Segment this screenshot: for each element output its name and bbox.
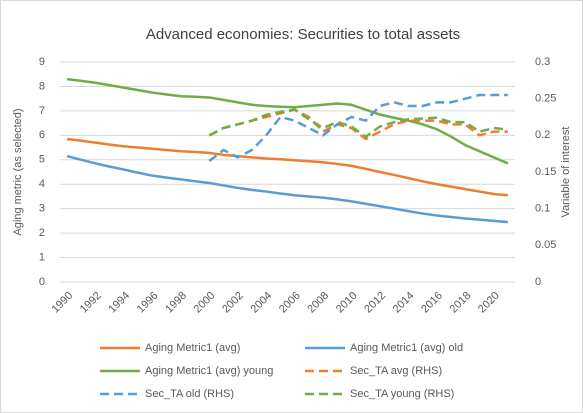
- legend-label: Aging Metric1 (avg): [145, 342, 240, 354]
- series-line: [208, 93, 508, 162]
- y-tick-label: 8: [39, 80, 45, 92]
- series-line: [208, 108, 509, 139]
- y-axis-title: Aging metric (as selected): [12, 108, 24, 235]
- y2-tick-label: 0.25: [535, 93, 556, 105]
- y2-tick-label: 0.05: [535, 239, 556, 251]
- series-line: [66, 77, 509, 165]
- legend-label: Aging Metric1 (avg) young: [145, 365, 273, 377]
- y-tick-label: 0: [39, 276, 45, 288]
- y2-tick-label: 0.3: [535, 56, 550, 68]
- legend-label: Sec_TA old (RHS): [145, 388, 234, 400]
- y-tick-label: 2: [39, 227, 45, 239]
- y-tick-label: 1: [39, 251, 45, 263]
- y2-tick-label: 0.1: [535, 203, 550, 215]
- legend-label: Sec_TA avg (RHS): [350, 365, 442, 377]
- y2-tick-label: 0.2: [535, 129, 550, 141]
- y-tick-label: 7: [39, 105, 45, 117]
- series-line: [66, 137, 508, 197]
- y2-tick-label: 0: [535, 276, 541, 288]
- y-tick-label: 3: [39, 203, 45, 215]
- y-tick-label: 4: [39, 178, 45, 190]
- y-tick-label: 6: [39, 129, 45, 141]
- series-line: [66, 154, 508, 224]
- legend-label: Sec_TA young (RHS): [350, 388, 454, 400]
- y-tick-label: 5: [39, 154, 45, 166]
- chart-title: Advanced economies: Securities to total …: [146, 26, 460, 43]
- y-tick-label: 9: [39, 56, 45, 68]
- y2-axis-title: Variable of interest: [560, 127, 572, 218]
- y2-tick-label: 0.15: [535, 166, 556, 178]
- legend-label: Aging Metric1 (avg) old: [350, 342, 463, 354]
- series-line: [208, 108, 508, 141]
